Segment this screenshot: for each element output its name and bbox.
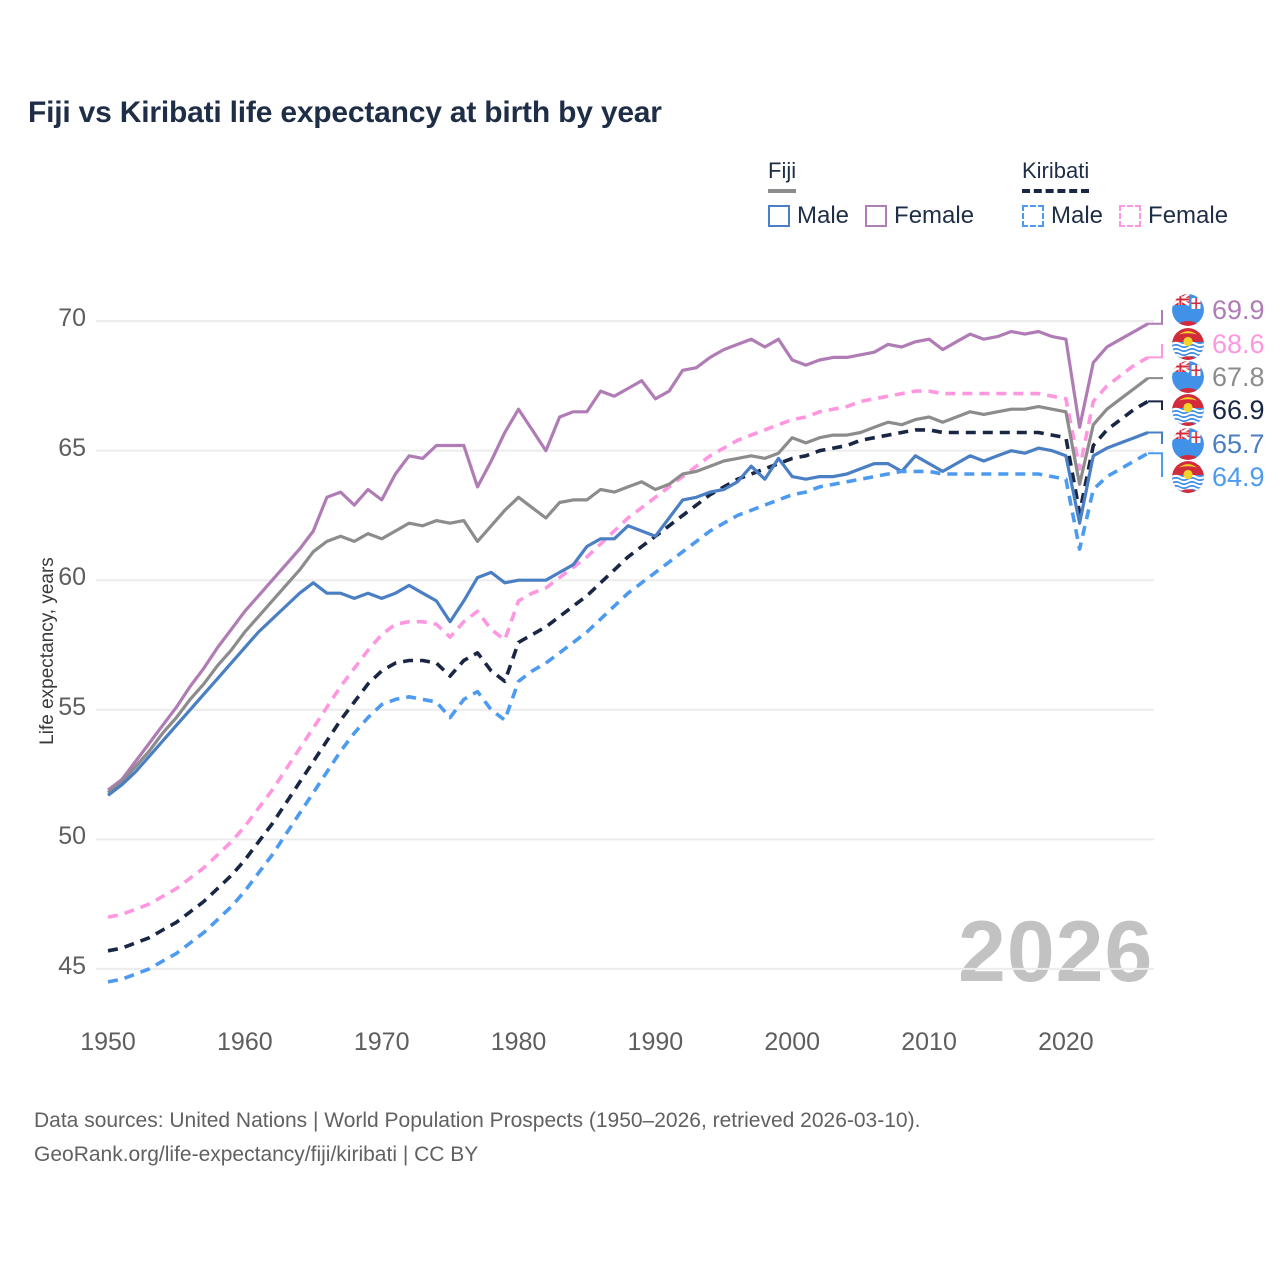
y-axis-tick-label: 55 (58, 692, 86, 721)
x-axis-tick-label: 2000 (764, 1028, 821, 1056)
series-end-value: 69.9 (1212, 294, 1265, 325)
kiribati-flag-icon (1172, 328, 1204, 360)
chart-series-paths (107, 322, 1149, 984)
chart-gridlines (96, 320, 1154, 970)
y-axis-tick-label: 45 (58, 951, 86, 980)
y-axis-tick-label: 65 (58, 433, 86, 462)
page-title: Fiji vs Kiribati life expectancy at birt… (28, 96, 662, 129)
series-line-kiribati-male[interactable] (107, 451, 1149, 984)
legend-group-fiji-title: Fiji (768, 158, 797, 193)
series-line-fiji-male[interactable] (107, 431, 1149, 797)
series-line-fiji-total[interactable] (107, 376, 1149, 794)
y-axis-tick-label: 70 (58, 304, 86, 333)
legend-swatch-icon (865, 205, 888, 227)
legend-item-kiribati-male[interactable]: Male (1022, 202, 1103, 230)
x-axis-tick-label: 1980 (490, 1028, 547, 1056)
watermark-year: 2026 (958, 904, 1154, 1000)
series-end-value: 67.8 (1212, 361, 1265, 392)
series-end-value: 66.9 (1212, 394, 1265, 425)
chart-legend: Fiji Kiribati Male Female Male Female (760, 158, 1260, 248)
end-label-leader-line (1148, 452, 1163, 477)
chart-leader-lines (1148, 310, 1163, 477)
series-end-value: 65.7 (1212, 428, 1265, 459)
legend-item-label: Male (797, 202, 850, 229)
series-end-label[interactable]: 68.6 (1172, 327, 1265, 361)
series-end-label[interactable]: 67.8 (1172, 360, 1265, 394)
legend-item-fiji-male[interactable]: Male (768, 202, 849, 230)
x-axis-tick-label: 1990 (627, 1028, 684, 1056)
footer-line-attribution: GeoRank.org/life-expectancy/fiji/kiribat… (34, 1143, 479, 1167)
legend-item-fiji-female[interactable]: Female (865, 202, 974, 230)
x-axis-tick-label: 2020 (1038, 1028, 1094, 1056)
end-label-leader-line (1148, 310, 1163, 325)
legend-row-fiji: Male Female (768, 202, 990, 230)
series-end-label[interactable]: 65.7 (1172, 427, 1265, 461)
series-line-fiji-female[interactable] (107, 322, 1149, 792)
series-end-label[interactable]: 66.9 (1172, 393, 1265, 427)
legend-item-label: Female (1148, 202, 1229, 229)
x-axis-tick-label: 2010 (901, 1028, 957, 1056)
footer-line-sources: Data sources: United Nations | World Pop… (34, 1109, 921, 1132)
legend-swatch-icon (1022, 205, 1044, 227)
legend-row-kiribati: Male Female (1022, 202, 1244, 230)
legend-item-kiribati-female[interactable]: Female (1119, 202, 1228, 230)
fiji-flag-icon (1172, 361, 1204, 393)
y-axis-tick-label: 50 (58, 822, 86, 851)
series-end-label[interactable]: 64.9 (1172, 460, 1265, 494)
legend-swatch-icon (1119, 205, 1142, 227)
kiribati-flag-icon (1172, 394, 1204, 426)
legend-swatch-icon (768, 205, 790, 227)
legend-item-label: Male (1051, 202, 1104, 229)
kiribati-flag-icon (1172, 461, 1204, 493)
series-end-value: 68.6 (1212, 328, 1265, 359)
end-label-leader-line (1148, 344, 1163, 359)
fiji-flag-icon (1172, 428, 1204, 460)
end-label-leader-line (1148, 400, 1163, 410)
y-axis-tick-label: 60 (58, 563, 86, 592)
end-label-leader-line (1148, 377, 1163, 380)
series-line-kiribati-female[interactable] (107, 355, 1149, 919)
x-axis-tick-label: 1970 (353, 1028, 410, 1056)
series-end-label[interactable]: 69.9 (1172, 293, 1265, 327)
series-end-value: 64.9 (1212, 461, 1265, 492)
legend-group-kiribati-title: Kiribati (1022, 158, 1090, 193)
end-label-leader-line (1148, 431, 1163, 444)
x-axis-tick-label: 1960 (217, 1028, 273, 1056)
footer-source-note: Data sources: United Nations | World Pop… (34, 1104, 920, 1172)
fiji-flag-icon (1172, 294, 1204, 326)
x-axis-tick-label: 1950 (80, 1028, 136, 1056)
legend-item-label: Female (894, 202, 975, 229)
series-line-kiribati-total[interactable] (107, 399, 1149, 953)
